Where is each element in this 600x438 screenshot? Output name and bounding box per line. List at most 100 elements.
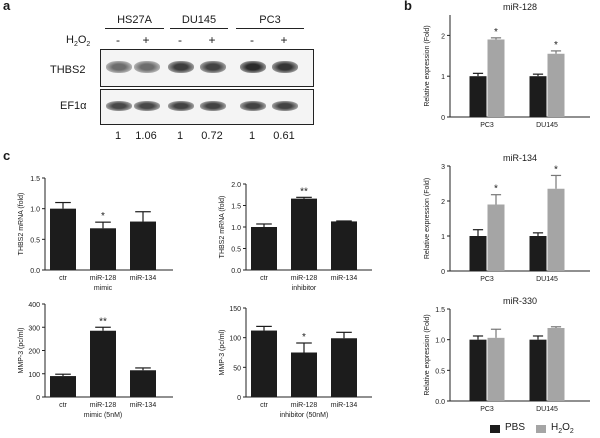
significance-marker: ** [99, 316, 107, 327]
x-axis-label: inhibitor (50nM) [280, 412, 329, 419]
blot-band [134, 101, 160, 111]
x-axis-label: mimic [94, 285, 113, 292]
blot-band [200, 101, 226, 111]
panel-a-letter: a [3, 0, 11, 13]
band-quantification: 0.61 [273, 130, 295, 142]
blot-band [134, 61, 160, 73]
panel-c-letter: c [3, 148, 11, 163]
cell-line-underline [105, 28, 164, 30]
y-tick-label: 0.5 [231, 247, 241, 254]
significance-marker: * [302, 332, 306, 343]
bar [331, 338, 357, 397]
y-tick-label: 400 [28, 302, 40, 309]
significance-marker: * [101, 211, 105, 222]
treatment-symbol: + [142, 33, 150, 47]
blot-band [200, 61, 226, 73]
legend-swatch-h2o2 [536, 425, 546, 433]
x-category-label: ctr [260, 275, 268, 282]
blot-band [240, 61, 266, 73]
y-tick-label: 0.5 [435, 368, 445, 375]
y-tick-label: 2 [441, 199, 445, 206]
legend-label-h2o2: H2O2 [551, 422, 574, 435]
chart-title: miR-134 [503, 153, 537, 163]
blot-row-label-thbs2: THBS2 [50, 64, 86, 76]
y-tick-label: 1.5 [435, 307, 445, 314]
significance-marker: ** [300, 186, 308, 197]
bar [331, 221, 357, 270]
x-category-label: miR-128 [90, 402, 117, 409]
treatment-symbol: + [280, 33, 288, 47]
x-category-label: ctr [59, 275, 67, 282]
y-tick-label: 1 [441, 74, 445, 81]
bar [251, 227, 277, 270]
chart-c4: 0 50 100 150 MMP-3 (pc/ml) * ctr miR-128 miR-134… [219, 306, 372, 419]
y-tick-label: 2.0 [231, 182, 241, 189]
y-tick-label: 2 [441, 33, 445, 40]
significance-marker: * [554, 40, 558, 51]
y-axis-label: THBS2 mRNA (fold) [219, 196, 226, 259]
band-quantification: 1 [176, 130, 184, 142]
y-tick-label: 1.0 [30, 207, 40, 214]
y-tick-label: 150 [229, 306, 241, 313]
chart-b3: 0.0 0.5 1.0 1.5 miR-330 Relative expression (… [424, 296, 590, 413]
bar [50, 376, 76, 397]
x-category-label: ctr [59, 402, 67, 409]
bar [547, 53, 565, 117]
treatment-symbol: - [178, 33, 182, 47]
chart-c3: 0 100 200 300 400 MMP-3 (pc/ml) ** ctr miR-128 mi… [18, 302, 173, 419]
blot-band [168, 61, 194, 73]
chart-c2: 0.0 0.5 1.0 1.5 2.0 THBS2 mRNA (fold) ** ctr miR… [219, 182, 372, 292]
y-tick-label: 0.5 [30, 237, 40, 244]
y-axis-label: MMP-3 (pc/ml) [18, 328, 25, 374]
bar [469, 236, 487, 271]
bar [469, 76, 487, 117]
x-category-label: PC3 [480, 406, 494, 413]
y-tick-label: 0 [237, 395, 241, 402]
blot-band [168, 101, 194, 111]
bar [487, 337, 505, 401]
y-tick-label: 0.0 [435, 399, 445, 406]
legend-label-pbs: PBS [505, 422, 526, 433]
y-axis-label: Relative expression (Fold) [424, 314, 431, 395]
y-tick-label: 0 [441, 115, 445, 122]
y-tick-label: 1 [441, 234, 445, 241]
bar [529, 236, 547, 271]
y-tick-label: 200 [28, 349, 40, 356]
x-category-label: miR-128 [90, 275, 117, 282]
chart-title: miR-128 [503, 2, 537, 12]
y-axis-label: THBS2 mRNA (fold) [18, 193, 25, 256]
x-category-label: miR-134 [130, 275, 157, 282]
blot-row-label-ef1a: EF1α [60, 100, 87, 112]
cell-line-underline [236, 28, 304, 30]
h2o2-row-label: H2O2 [66, 34, 91, 49]
bar [487, 39, 505, 118]
treatment-symbol: - [116, 33, 120, 47]
bar [487, 204, 505, 271]
y-tick-label: 0.0 [30, 268, 40, 275]
bar [90, 228, 116, 270]
bar [130, 221, 156, 270]
cell-line-header: DU145 [181, 14, 217, 26]
bar [291, 352, 317, 397]
significance-marker: * [494, 27, 498, 38]
x-category-label: DU145 [536, 276, 558, 283]
bar [90, 330, 116, 397]
bar [50, 208, 76, 270]
y-tick-label: 1.0 [435, 338, 445, 345]
y-tick-label: 3 [441, 164, 445, 171]
blot-band [240, 101, 266, 111]
blot-ef1a [100, 89, 314, 125]
band-quantification: 1 [114, 130, 122, 142]
cell-line-header: HS27A [117, 14, 152, 26]
cell-line-underline [170, 28, 228, 30]
chart-b2: 0 1 2 3 miR-134 Relative expression (Fold) * * P… [424, 153, 590, 283]
bar [529, 339, 547, 401]
x-category-label: miR-134 [331, 402, 358, 409]
blot-band [272, 101, 298, 111]
blot-band [272, 61, 298, 73]
x-category-label: DU145 [536, 406, 558, 413]
blot-band [106, 101, 132, 111]
x-category-label: miR-128 [291, 275, 318, 282]
y-tick-label: 0.0 [231, 268, 241, 275]
